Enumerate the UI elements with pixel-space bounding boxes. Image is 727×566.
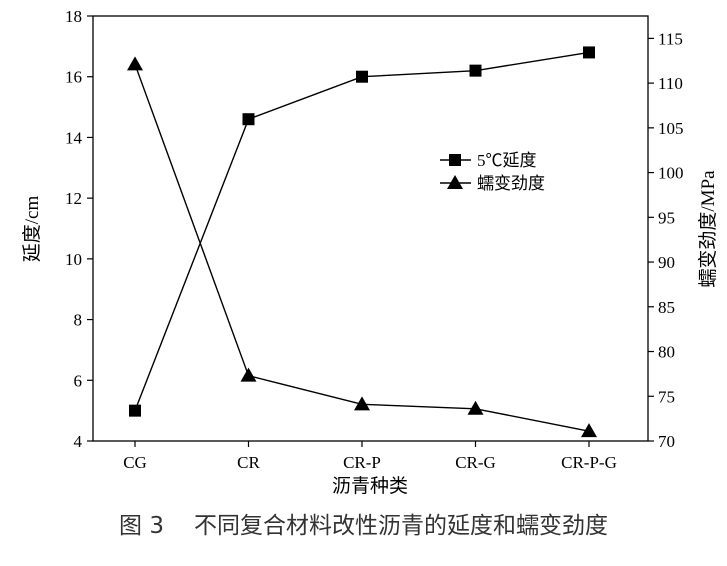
marker-triangle-cr-g (467, 400, 484, 415)
dual-axis-line-chart: 4 6 8 10 12 14 16 18 70 75 80 85 90 95 100 105 110 115 CG C… (21, 7, 719, 497)
right-y-tick-label: 75 (658, 387, 675, 406)
right-y-tick-label: 80 (658, 343, 675, 362)
marker-triangle-cg (127, 56, 143, 71)
marker-square-cg (129, 404, 141, 417)
x-tick-label: CR-G (455, 453, 496, 472)
series-layer (127, 46, 597, 438)
legend-triangle-marker (447, 175, 463, 189)
right-y-tick-label: 90 (658, 253, 675, 272)
plot-frame (92, 15, 649, 442)
left-y-tick-label: 4 (74, 432, 83, 451)
axes: 4 6 8 10 12 14 16 18 70 75 80 85 90 95 100 105 110 115 CG C… (65, 7, 684, 472)
right-y-tick-label: 105 (658, 119, 684, 138)
legend-label-ductility: 5℃延度 (477, 151, 537, 170)
legend-item-ductility: 5℃延度 (440, 151, 537, 170)
marker-square-cr-g (469, 64, 482, 77)
x-tick-label: CR-P (343, 453, 381, 472)
marker-square-cr-p-g (583, 46, 595, 59)
marker-square-cr (242, 113, 255, 126)
left-y-tick-label: 8 (74, 311, 83, 330)
left-y-tick-label: 12 (65, 189, 82, 208)
right-y-tick-label: 70 (658, 432, 675, 451)
figure-caption: 图 3 不同复合材料改性沥青的延度和蠕变劲度 (0, 506, 727, 540)
right-y-tick-label: 100 (658, 164, 684, 183)
legend-label-creep-stiffness: 蠕变劲度 (477, 174, 545, 193)
right-y-tick-label: 95 (658, 208, 675, 227)
left-y-tick-label: 10 (65, 250, 82, 269)
left-y-axis-title: 延度/cm (21, 196, 43, 263)
left-y-tick-label: 14 (65, 128, 83, 147)
marker-square-cr-p (356, 70, 368, 83)
x-tick-label: CG (123, 453, 147, 472)
marker-triangle-cr-p (354, 396, 370, 411)
right-y-axis-title: 蠕变劲度/MPa (697, 170, 719, 288)
left-y-tick-label: 16 (65, 68, 82, 87)
x-tick-label: CR-P-G (561, 453, 617, 472)
marker-triangle-cr (240, 367, 257, 382)
series-line-ductility (134, 51, 590, 411)
legend-item-creep-stiffness: 蠕变劲度 (440, 174, 545, 193)
marker-triangle-cr-p-g (581, 423, 597, 438)
right-y-tick-label: 115 (658, 29, 683, 48)
figure-caption-text: 不同复合材料改性沥青的延度和蠕变劲度 (193, 513, 608, 539)
figure-number: 图 3 (119, 513, 164, 539)
x-axis-title: 沥青种类 (332, 475, 408, 497)
series-line-creep-stiffness (134, 64, 590, 432)
x-tick-label: CR (237, 453, 260, 472)
left-y-tick-label: 6 (74, 371, 83, 390)
legend-square-marker (449, 154, 461, 166)
right-y-tick-label: 85 (658, 298, 675, 317)
legend: 5℃延度 蠕变劲度 (440, 151, 545, 193)
right-y-tick-label: 110 (658, 74, 683, 93)
left-y-tick-label: 18 (65, 7, 82, 26)
